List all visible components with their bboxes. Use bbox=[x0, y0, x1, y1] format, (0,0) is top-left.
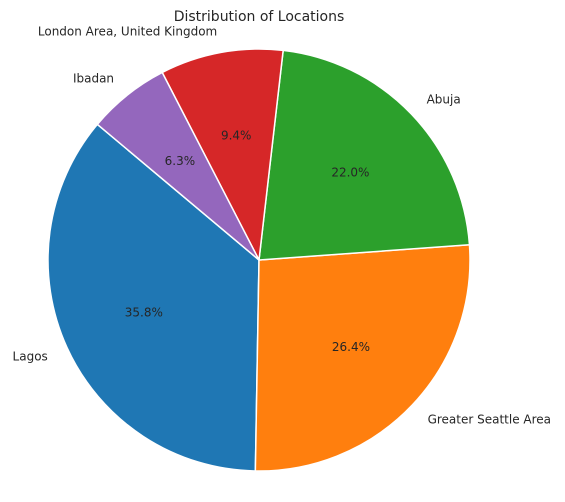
slice-percent-greater-seattle-area: 26.4% bbox=[332, 340, 370, 354]
pie-labels: Lagos 35.8% Greater Seattle Area 26.4% Abuja… bbox=[13, 25, 551, 427]
pie-slices bbox=[47, 48, 471, 472]
slice-label-abuja: Abuja bbox=[427, 92, 461, 106]
pie-slice-london-area-united-kingdom bbox=[161, 48, 284, 261]
pie-slice-ibadan bbox=[96, 71, 260, 261]
slice-label-greater-seattle-area: Greater Seattle Area bbox=[428, 413, 551, 427]
slice-percent-lagos: 35.8% bbox=[125, 306, 163, 320]
slice-percent-ibadan: 6.3% bbox=[165, 154, 196, 168]
pie-slice-abuja bbox=[258, 49, 471, 261]
slice-percent-london-area-united-kingdom: 9.4% bbox=[221, 128, 252, 142]
slice-label-ibadan: Ibadan bbox=[73, 72, 114, 86]
slice-label-london-area-united-kingdom: London Area, United Kingdom bbox=[38, 25, 217, 39]
slice-label-lagos: Lagos bbox=[13, 349, 48, 363]
chart-title: Distribution of Locations bbox=[174, 9, 345, 25]
slice-percent-abuja: 22.0% bbox=[331, 165, 369, 179]
pie-slice-greater-seattle-area bbox=[254, 244, 471, 472]
pie-slice-lagos bbox=[47, 123, 260, 472]
